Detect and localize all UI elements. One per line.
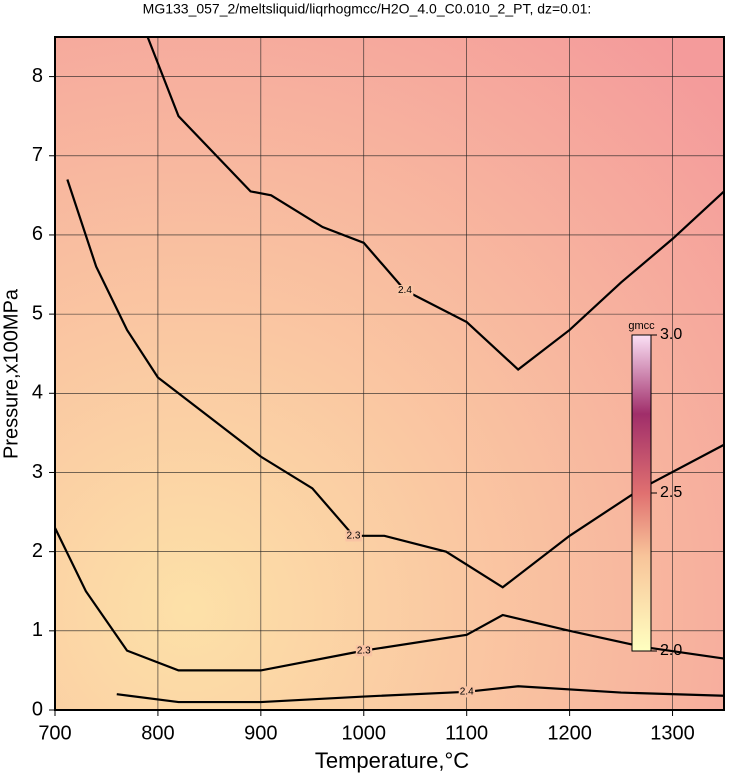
contour-label: 2.4: [398, 285, 412, 296]
contour-label: 2.3: [347, 530, 361, 541]
x-tick-label: 700: [38, 722, 71, 744]
colorbar-tick-label: 2.0: [660, 642, 682, 659]
y-tick-label: 3: [32, 461, 43, 483]
colorbar: [631, 334, 652, 652]
x-tick-label: 1000: [342, 722, 387, 744]
contour-label-bg: [345, 530, 362, 542]
y-tick-label: 4: [32, 382, 43, 404]
contour-label: 2.4: [460, 686, 474, 697]
x-tick-label: 900: [244, 722, 277, 744]
x-tick-label: 1200: [547, 722, 592, 744]
contour-label: 2.3: [357, 645, 371, 656]
chart-title: MG133_057_2/meltsliquid/liqrhogmcc/H2O_4…: [143, 1, 592, 17]
contour-label-bg: [396, 285, 414, 297]
contour-label-bg: [458, 686, 476, 698]
y-tick-label: 1: [32, 619, 43, 641]
y-tick-label: 8: [32, 65, 43, 87]
y-tick-label: 0: [32, 698, 43, 720]
y-tick-label: 7: [32, 144, 43, 166]
contour-label-bg: [355, 645, 373, 657]
x-axis-label: Temperature,°C: [315, 748, 469, 773]
y-axis-label: Pressure,x100MPa: [0, 288, 22, 459]
y-tick-label: 5: [32, 302, 43, 324]
x-tick-label: 800: [141, 722, 174, 744]
contour-line: [116, 685, 725, 704]
colorbar-tick-label: 3.0: [660, 326, 682, 343]
plot-background: [55, 37, 724, 710]
x-tick-label: 1100: [445, 722, 488, 744]
contour-line: [66, 179, 725, 589]
y-tick-label: 6: [32, 223, 43, 245]
plot-frame: [54, 36, 725, 711]
x-tick-label: 1300: [650, 722, 695, 744]
y-tick-label: 2: [32, 540, 43, 562]
colorbar-tick-label: 2.5: [660, 484, 682, 501]
colorbar-label: gmcc: [628, 320, 655, 332]
